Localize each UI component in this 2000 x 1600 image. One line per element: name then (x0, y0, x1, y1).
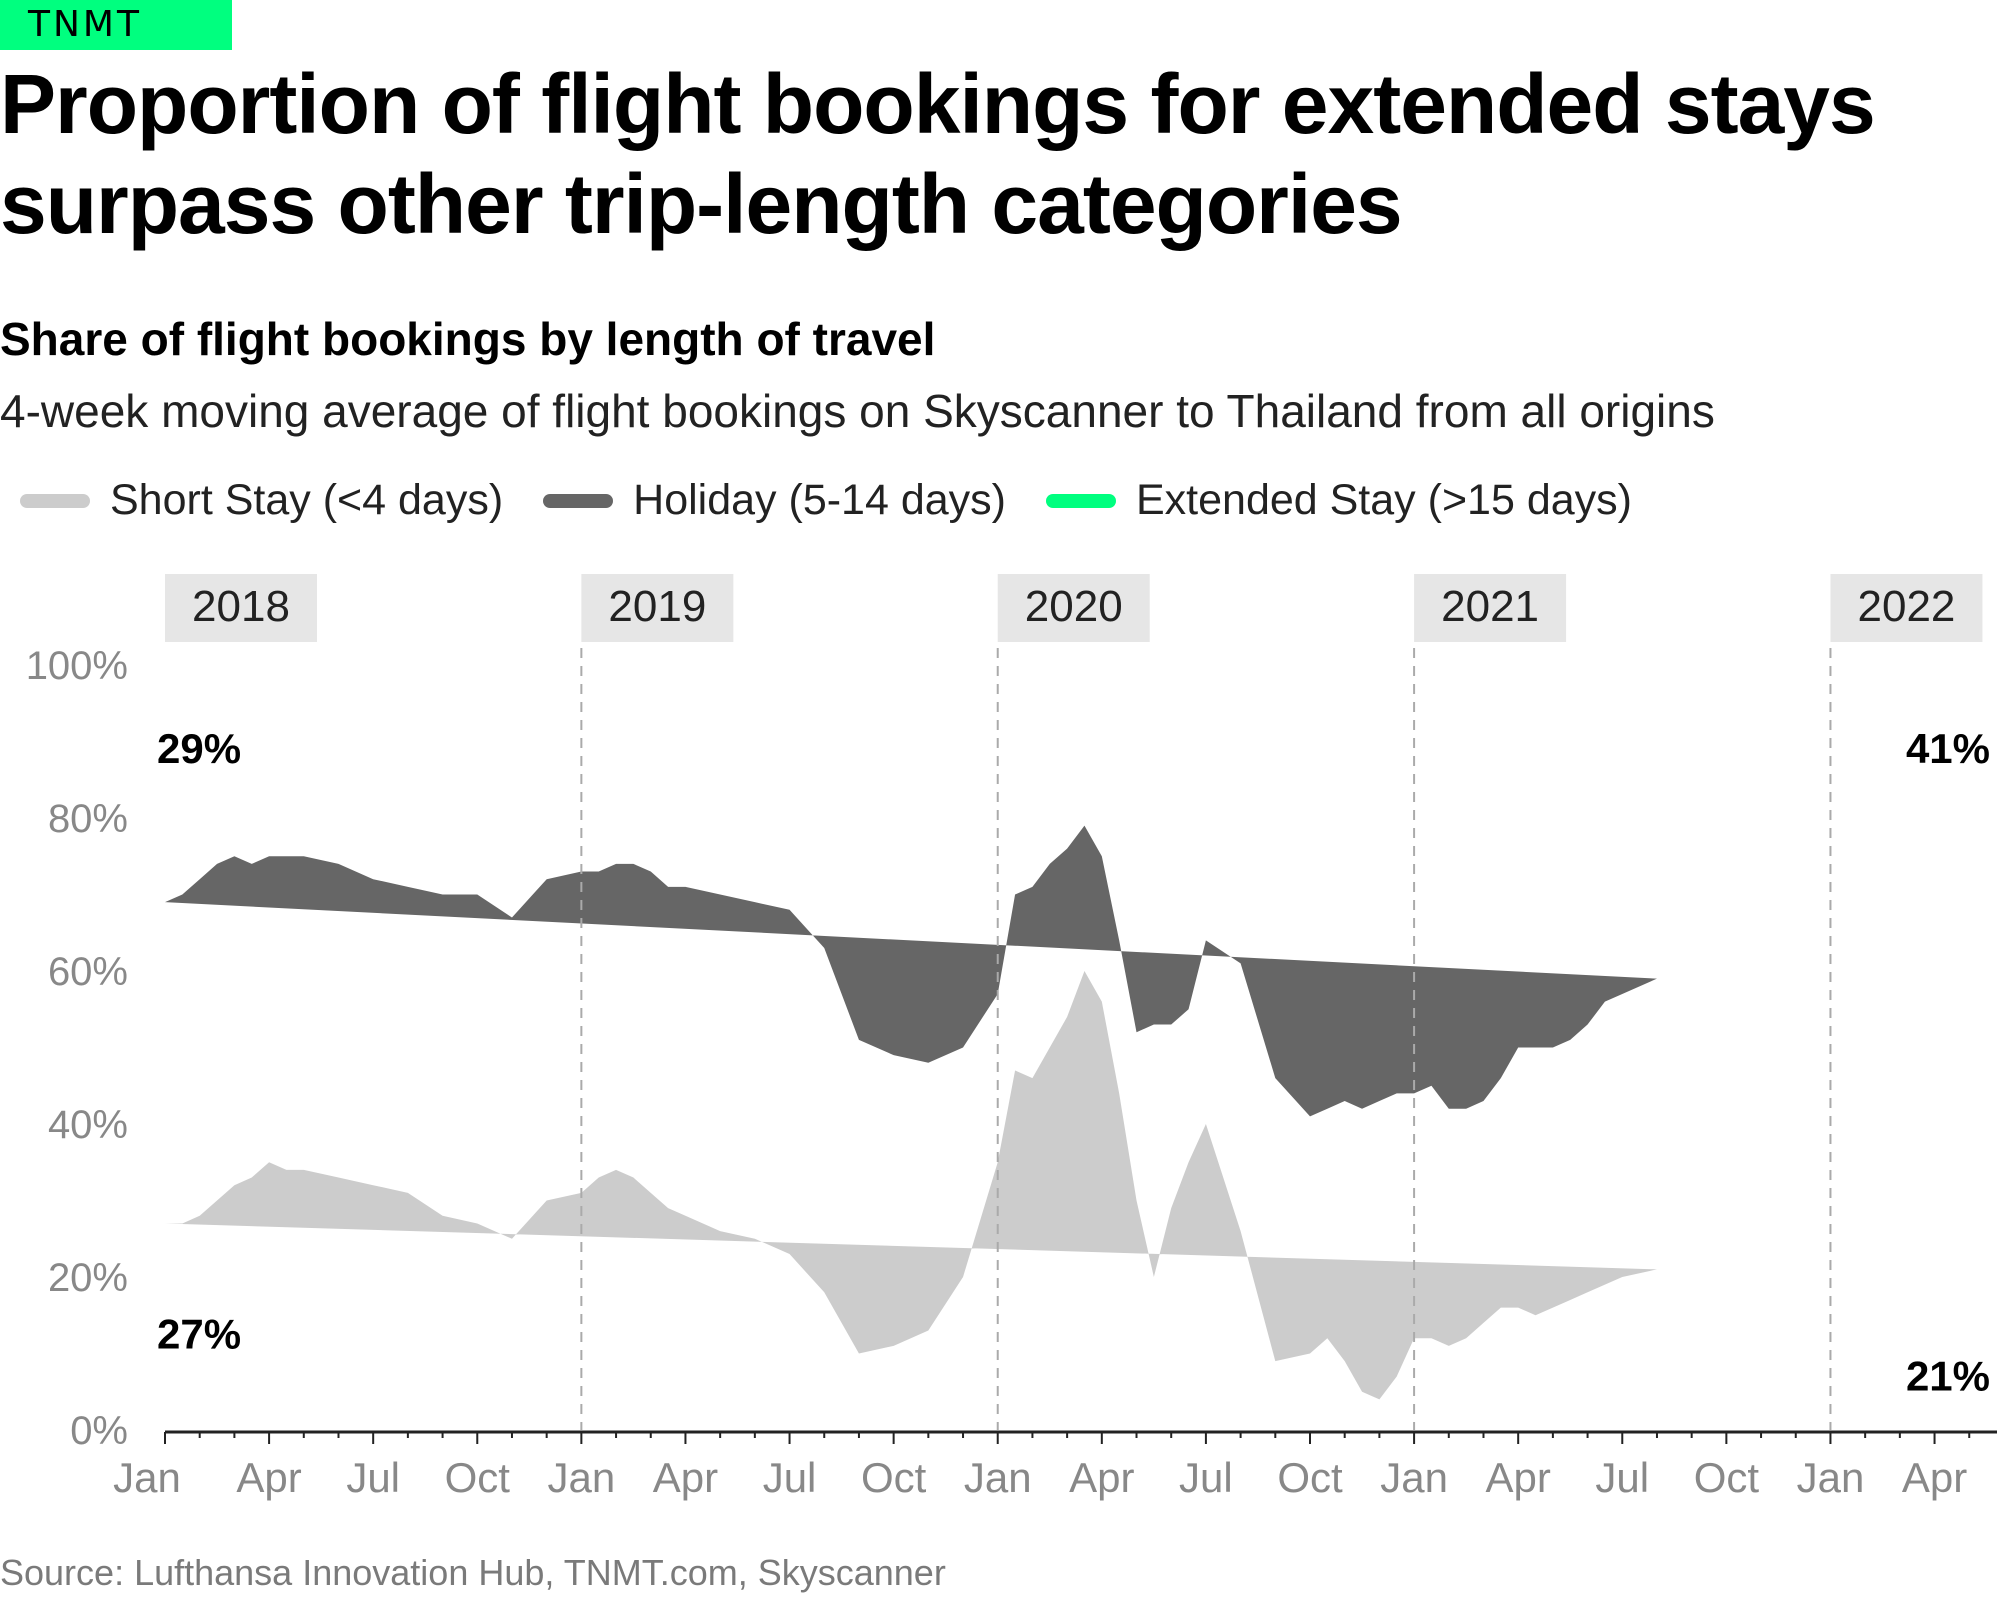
area-short (165, 971, 1657, 1400)
x-tick-label: Jan (1380, 1454, 1448, 1501)
legend-label-short: Short Stay (<4 days) (110, 476, 504, 524)
data-label: 41% (1906, 725, 1990, 772)
year-box-2019 (581, 574, 734, 642)
year-box-2022 (1830, 574, 1983, 642)
y-tick-label: 20% (48, 1256, 128, 1300)
legend-label-holiday: Holiday (5-14 days) (633, 476, 1006, 524)
data-label: 38% (1906, 1146, 1990, 1193)
y-tick-label: 40% (48, 1103, 128, 1147)
data-label: 44% (157, 1016, 241, 1063)
year-label-2018: 2018 (192, 582, 290, 631)
x-tick-label: Apr (1902, 1454, 1967, 1501)
x-tick-label: Jan (548, 1454, 616, 1501)
x-tick-label: Jul (1595, 1454, 1649, 1501)
y-tick-label: 100% (26, 644, 128, 688)
chart-area: 2018 2019 2020 2021 2022 0% 20% 40% 60% 80% 100% Ja… (26, 574, 1997, 1501)
legend-swatch-extended (1045, 493, 1116, 508)
year-label-2019: 2019 (608, 582, 706, 631)
x-tick-label: Apr (1486, 1454, 1551, 1501)
year-label-2021: 2021 (1441, 582, 1539, 631)
x-tick-label: Jul (763, 1454, 817, 1501)
x-tick-label: Jul (346, 1454, 400, 1501)
legend-swatch-holiday (543, 493, 614, 508)
area-holiday (165, 825, 1657, 1117)
legend-item-extended: Extended Stay (>15 days) (1045, 476, 1632, 525)
x-tick-label: Apr (1069, 1454, 1134, 1501)
year-box-2021 (1414, 574, 1567, 642)
data-label: 27% (157, 1310, 241, 1357)
chart-title: Proportion of flight bookings for extend… (0, 57, 1876, 251)
x-tick-label: Apr (653, 1454, 718, 1501)
y-tick-label: 80% (48, 797, 128, 841)
x-tick-label: Oct (445, 1454, 511, 1501)
legend-swatch-short (20, 493, 90, 508)
x-tick-label: Jan (113, 1454, 181, 1501)
legend-item-holiday: Holiday (5-14 days) (543, 476, 1006, 525)
brand-logo: TNMT (0, 0, 232, 50)
y-tick-label: 60% (48, 950, 128, 994)
x-tick-label: Jan (1797, 1454, 1865, 1501)
x-tick-label: Oct (1694, 1454, 1760, 1501)
legend-label-extended: Extended Stay (>15 days) (1135, 476, 1632, 524)
year-label-2022: 2022 (1858, 582, 1956, 631)
x-tick-label: Oct (861, 1454, 927, 1501)
data-label: 21% (1906, 1352, 1990, 1399)
year-box-2020 (997, 574, 1150, 642)
chart-subtitle: Share of flight bookings by length of tr… (0, 313, 936, 365)
x-tick-label: Jan (964, 1454, 1032, 1501)
y-tick-label: 0% (70, 1409, 128, 1453)
x-tick-label: Oct (1277, 1454, 1343, 1501)
x-tick-label: Apr (236, 1454, 301, 1501)
source-note: Source: Lufthansa Innovation Hub, TNMT.c… (0, 1552, 946, 1593)
year-box-2018 (165, 574, 317, 642)
data-label: 29% (157, 725, 241, 772)
legend-item-short: Short Stay (<4 days) (20, 476, 503, 525)
legend: Short Stay (<4 days) Holiday (5-14 days)… (20, 476, 1672, 525)
x-tick-label: Jul (1179, 1454, 1233, 1501)
year-label-2020: 2020 (1025, 582, 1123, 631)
chart-description: 4-week moving average of flight bookings… (0, 385, 1715, 437)
